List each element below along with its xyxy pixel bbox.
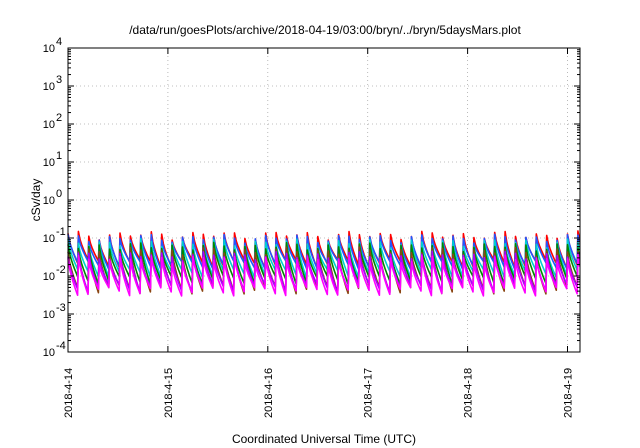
y-tick-exponent: 1 xyxy=(56,150,62,162)
x-tick-label: 2018-4-17 xyxy=(363,368,375,418)
y-tick-exponent: -2 xyxy=(56,264,66,276)
y-tick-exponent: -4 xyxy=(56,340,66,352)
y-tick-exponent: 0 xyxy=(56,188,62,200)
y-tick-label: 10 xyxy=(43,271,55,283)
y-axis-label: cSv/day xyxy=(29,179,43,222)
y-tick-label: 10 xyxy=(43,195,55,207)
y-tick-label: 10 xyxy=(43,309,55,321)
series-line xyxy=(67,254,581,297)
x-tick-label: 2018-4-14 xyxy=(63,368,75,418)
y-tick-exponent: 3 xyxy=(56,74,62,86)
y-tick-exponent: -1 xyxy=(56,226,66,238)
y-tick-label: 10 xyxy=(43,43,55,55)
x-tick-label: 2018-4-16 xyxy=(263,368,275,418)
ticks: 10-410-310-210-11001011021031042018-4-14… xyxy=(43,36,580,418)
y-tick-label: 10 xyxy=(43,347,55,359)
y-tick-label: 10 xyxy=(43,157,55,169)
x-tick-label: 2018-4-15 xyxy=(163,368,175,418)
y-tick-exponent: 4 xyxy=(56,36,62,48)
y-tick-label: 10 xyxy=(43,81,55,93)
series-layer xyxy=(67,230,581,297)
y-tick-exponent: 2 xyxy=(56,112,62,124)
x-tick-label: 2018-4-19 xyxy=(563,368,575,418)
y-tick-exponent: -3 xyxy=(56,302,66,314)
chart-title: /data/run/goesPlots/archive/2018-04-19/0… xyxy=(129,23,521,37)
x-tick-label: 2018-4-18 xyxy=(463,368,475,418)
y-tick-label: 10 xyxy=(43,233,55,245)
grid xyxy=(68,48,580,352)
y-tick-label: 10 xyxy=(43,119,55,131)
x-axis-label: Coordinated Universal Time (UTC) xyxy=(232,432,416,446)
